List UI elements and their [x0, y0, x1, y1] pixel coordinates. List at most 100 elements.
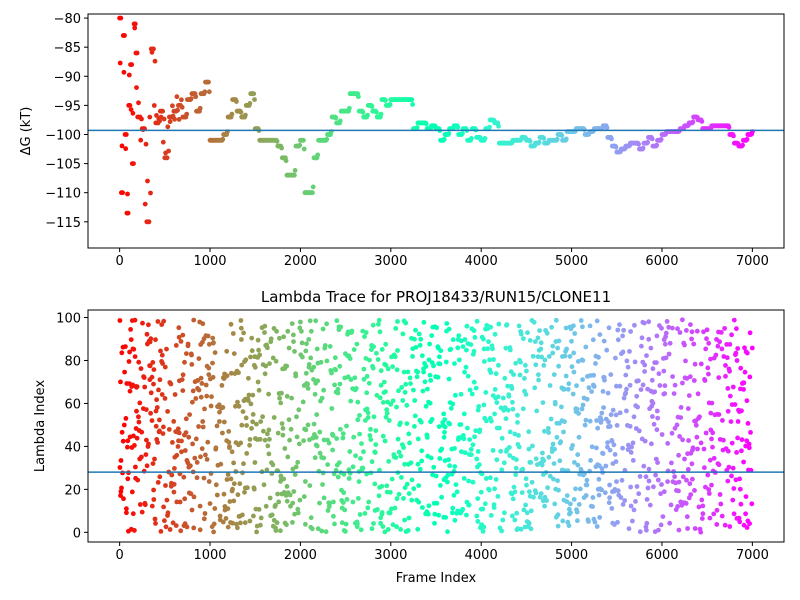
data-point — [680, 317, 685, 323]
data-point — [597, 332, 603, 337]
data-point — [478, 489, 484, 495]
lambda-x-ticks: 0 1000 2000 3000 4000 5000 6000 7000 — [115, 542, 769, 563]
data-point — [441, 136, 447, 142]
data-point — [538, 340, 544, 346]
data-point — [646, 319, 652, 325]
data-point — [467, 387, 473, 393]
data-point — [189, 362, 195, 367]
data-point — [469, 391, 475, 397]
data-point — [630, 440, 636, 446]
data-point — [511, 372, 516, 377]
data-point — [727, 368, 732, 374]
data-point — [134, 408, 139, 414]
data-point — [667, 340, 673, 346]
data-point — [331, 513, 336, 519]
data-point — [414, 125, 420, 131]
x-tick-label: 5000 — [555, 254, 588, 269]
data-point — [196, 356, 202, 361]
data-point — [212, 350, 218, 355]
data-point — [627, 382, 633, 388]
data-point — [717, 492, 723, 497]
data-point — [244, 451, 250, 456]
data-point — [311, 377, 316, 382]
data-point — [642, 438, 648, 444]
data-point — [733, 477, 739, 483]
data-point — [238, 520, 243, 526]
data-point — [280, 432, 286, 438]
data-point — [620, 502, 626, 507]
data-point — [689, 329, 695, 335]
data-point — [590, 495, 596, 500]
data-point — [663, 330, 669, 336]
data-point — [196, 387, 202, 393]
data-point — [151, 367, 157, 372]
data-point — [554, 434, 560, 440]
data-point — [256, 387, 262, 393]
data-point — [394, 524, 399, 530]
data-point — [239, 362, 245, 368]
lambda-y-axis-label: Lambda Index — [33, 380, 48, 473]
data-point — [384, 483, 390, 489]
data-point — [243, 357, 249, 363]
data-point — [396, 491, 402, 497]
data-point — [151, 497, 157, 502]
data-point — [284, 484, 290, 489]
data-point — [353, 386, 359, 391]
data-point — [588, 458, 593, 463]
x-tick-label: 1000 — [193, 548, 226, 563]
data-point — [217, 513, 223, 519]
data-point — [213, 482, 219, 488]
data-point — [556, 487, 561, 493]
data-point — [234, 99, 239, 104]
data-point — [555, 512, 561, 518]
data-point — [680, 474, 686, 480]
data-point — [719, 513, 725, 519]
data-point — [535, 354, 541, 360]
data-point — [568, 501, 573, 507]
data-point — [210, 374, 216, 380]
data-point — [158, 529, 164, 534]
data-point — [129, 62, 135, 67]
data-point — [636, 428, 642, 434]
data-point — [743, 494, 749, 499]
data-point — [635, 404, 640, 410]
data-point — [590, 337, 596, 343]
data-point — [417, 342, 423, 348]
data-point — [352, 375, 358, 381]
data-point — [188, 96, 194, 101]
data-point — [298, 319, 303, 325]
data-point — [708, 410, 714, 416]
data-point — [122, 33, 127, 38]
data-point — [592, 519, 598, 525]
data-point — [685, 526, 690, 531]
data-point — [191, 494, 197, 500]
data-point — [690, 119, 696, 125]
data-point — [470, 479, 476, 485]
data-point — [645, 139, 651, 145]
data-point — [515, 420, 520, 425]
data-point — [738, 501, 744, 507]
data-point — [489, 418, 494, 424]
data-point — [670, 325, 675, 331]
data-point — [193, 436, 199, 442]
data-point — [704, 327, 710, 333]
data-point — [471, 328, 477, 333]
data-point — [134, 50, 140, 56]
data-point — [654, 408, 660, 414]
data-point — [238, 318, 244, 323]
data-point — [276, 499, 282, 505]
data-point — [381, 379, 387, 385]
data-point — [594, 445, 599, 451]
data-point — [604, 347, 610, 353]
data-point — [439, 446, 445, 452]
data-point — [310, 190, 315, 196]
data-point — [670, 374, 675, 379]
data-point — [262, 330, 267, 335]
data-point — [601, 405, 606, 410]
data-point — [510, 406, 516, 412]
data-point — [314, 412, 320, 417]
data-point — [611, 442, 617, 448]
data-point — [692, 361, 698, 367]
data-point — [295, 506, 301, 512]
data-point — [356, 496, 361, 501]
